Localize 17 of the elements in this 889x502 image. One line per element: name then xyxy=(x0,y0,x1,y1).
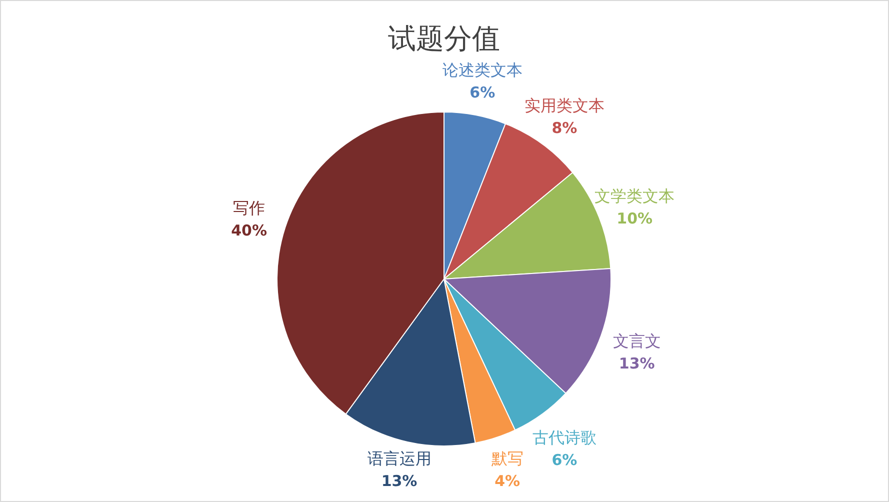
data-label: 4% xyxy=(494,472,520,490)
data-label: 40% xyxy=(231,222,267,240)
data-label: 10% xyxy=(616,210,653,228)
slice-label: 古代诗歌 xyxy=(532,428,596,447)
data-label: 13% xyxy=(381,472,418,490)
slice-label: 文学类文本 xyxy=(594,186,675,206)
slice-label: 论述类文本 xyxy=(442,60,522,80)
data-label: 6% xyxy=(552,450,578,469)
slice-label: 实用类文本 xyxy=(524,96,604,116)
data-label: 6% xyxy=(470,84,496,102)
chart-title: 试题分值 xyxy=(388,22,500,55)
slice-label: 语言运用 xyxy=(367,449,432,468)
slice-label: 文言文 xyxy=(612,331,661,350)
slice-label: 默写 xyxy=(490,449,524,468)
data-label: 13% xyxy=(618,354,655,372)
data-label: 8% xyxy=(552,119,578,138)
slice-label: 写作 xyxy=(233,198,266,218)
